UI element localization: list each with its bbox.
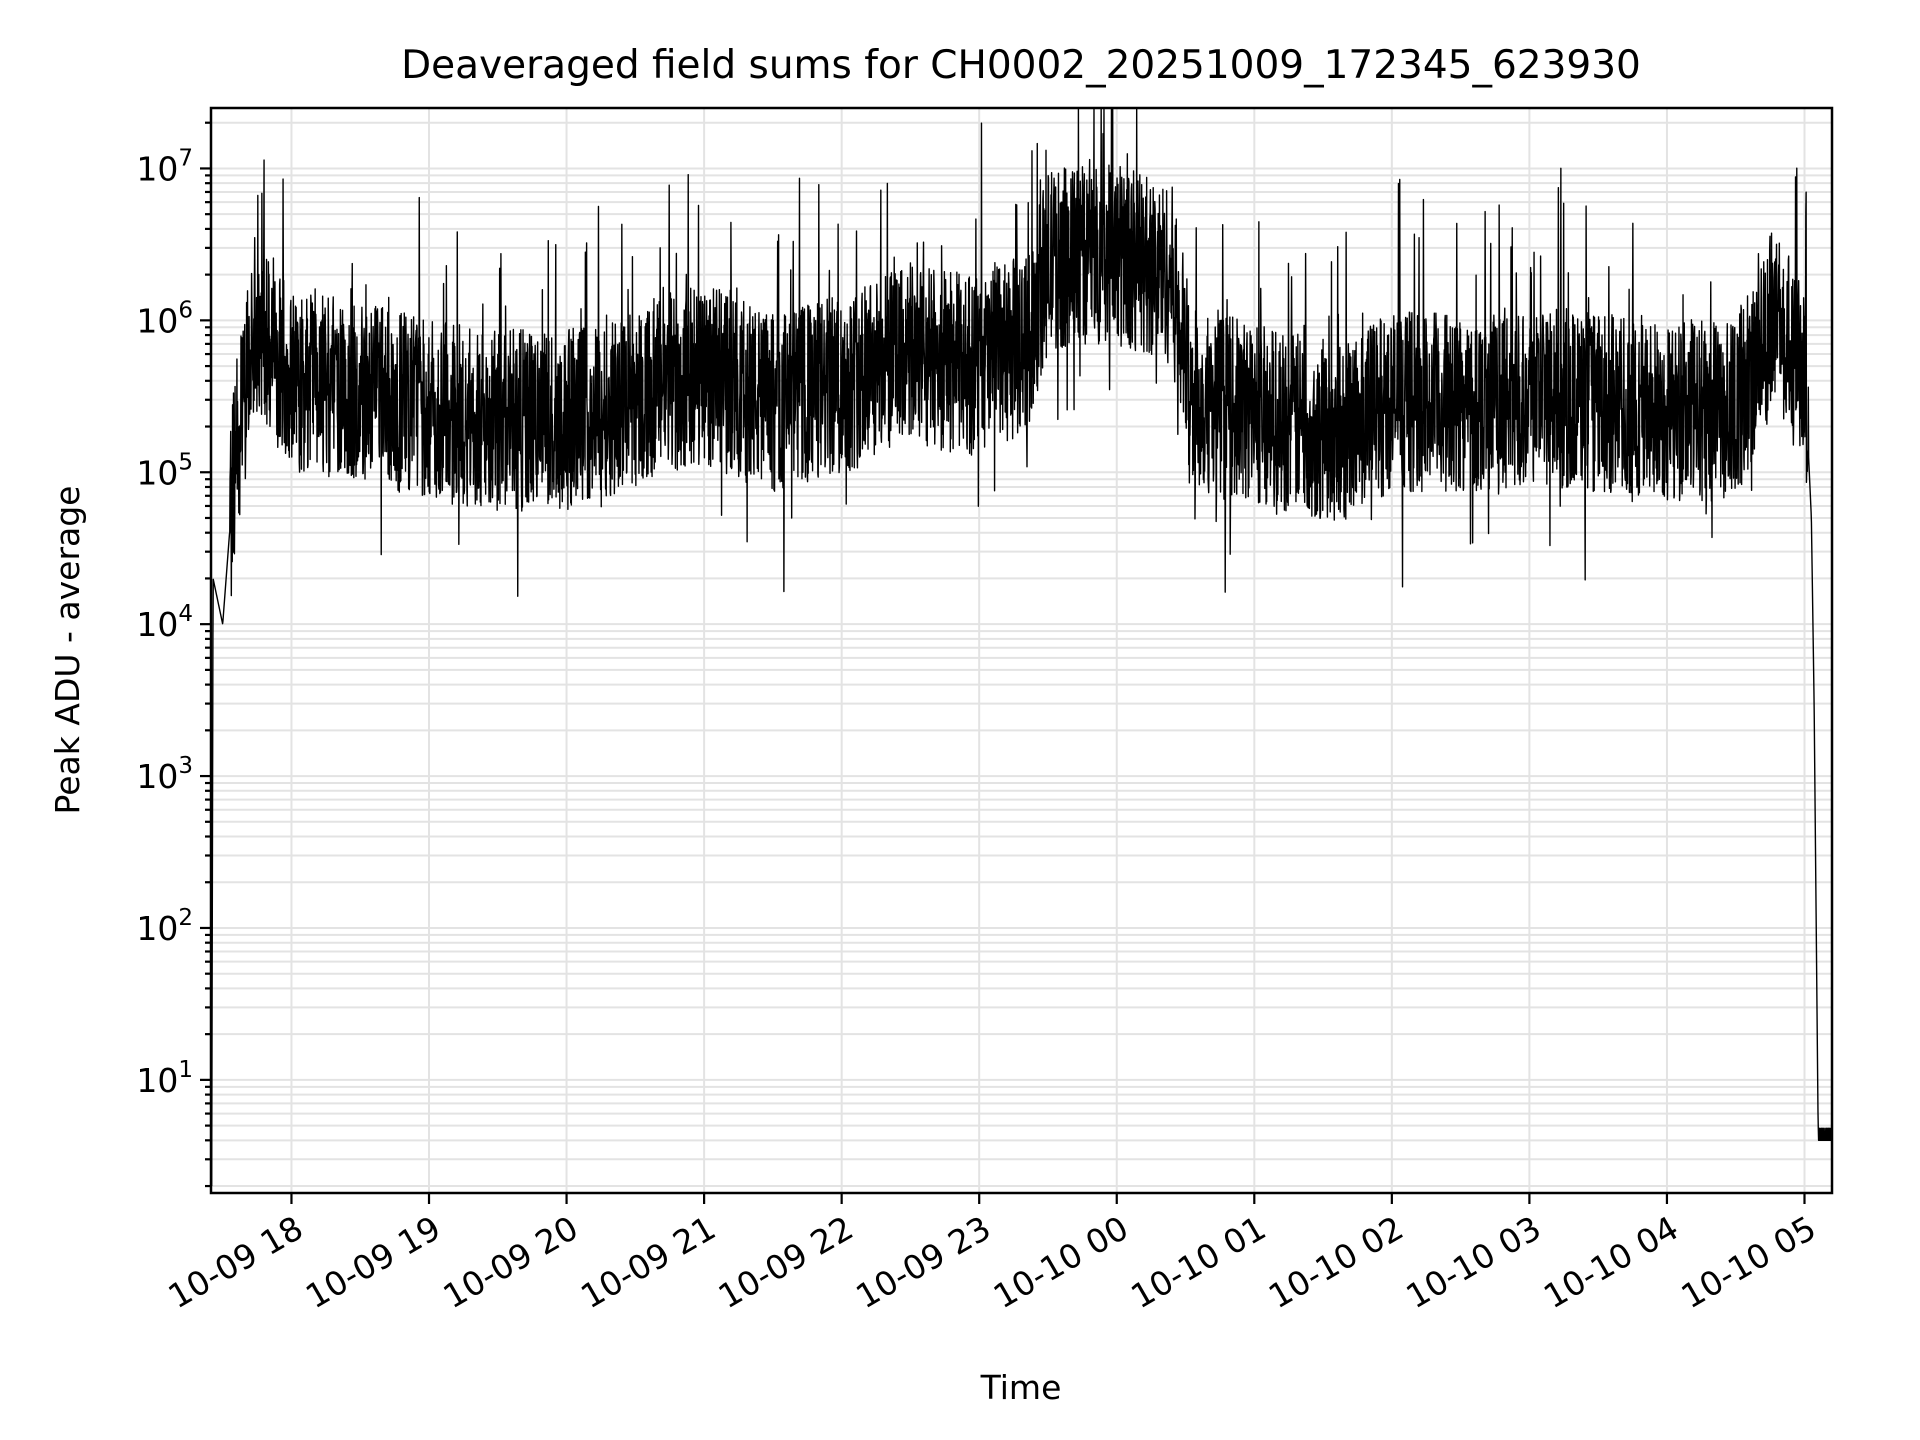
chart-title: Deaveraged field sums for CH0002_2025100… xyxy=(401,43,1641,88)
y-tick-exponent: 4 xyxy=(178,601,193,627)
y-tick-exponent: 6 xyxy=(178,297,193,323)
y-tick-label: 103 xyxy=(136,753,193,796)
y-axis-label: Peak ADU - average xyxy=(48,486,87,815)
y-tick-label: 102 xyxy=(136,905,193,948)
x-tick-label: 10-09 22 xyxy=(712,1208,860,1316)
y-tick-label: 101 xyxy=(136,1057,193,1100)
y-tick-exponent: 2 xyxy=(178,905,193,931)
x-tick-label: 10-09 20 xyxy=(437,1208,585,1316)
y-tick-base: 10 xyxy=(136,605,178,644)
x-tick-label: 10-09 21 xyxy=(574,1208,722,1316)
x-tick-label: 10-10 03 xyxy=(1399,1208,1547,1316)
x-tick-label: 10-10 00 xyxy=(987,1208,1135,1316)
series-layer xyxy=(210,108,1833,1187)
series-line xyxy=(210,108,1833,1187)
y-tick-label: 105 xyxy=(136,449,193,492)
y-tick-base: 10 xyxy=(136,1061,178,1100)
x-tick-label: 10-09 19 xyxy=(299,1208,447,1316)
x-tick-label: 10-10 01 xyxy=(1124,1208,1272,1316)
y-tick-label: 106 xyxy=(136,297,193,340)
y-tick-label: 107 xyxy=(136,145,193,188)
y-tick-base: 10 xyxy=(136,909,178,948)
x-axis-label: Time xyxy=(980,1368,1062,1407)
grid-layer xyxy=(211,108,1832,1193)
y-tick-base: 10 xyxy=(136,149,178,188)
plot-frame xyxy=(209,106,1834,1195)
y-tick-base: 10 xyxy=(136,301,178,340)
y-tick-base: 10 xyxy=(136,757,178,796)
y-tick-exponent: 7 xyxy=(178,145,193,171)
x-tick-label: 10-10 05 xyxy=(1674,1208,1822,1316)
x-tick-label: 10-10 04 xyxy=(1537,1208,1685,1316)
x-tick-label: 10-09 23 xyxy=(849,1208,997,1316)
y-tick-exponent: 3 xyxy=(178,753,193,779)
y-tick-exponent: 5 xyxy=(178,449,193,475)
x-tick-label: 10-10 02 xyxy=(1262,1208,1410,1316)
y-tick-base: 10 xyxy=(136,453,178,492)
y-tick-label: 104 xyxy=(136,601,193,644)
y-tick-exponent: 1 xyxy=(178,1057,193,1083)
x-tick-label: 10-09 18 xyxy=(161,1208,309,1316)
